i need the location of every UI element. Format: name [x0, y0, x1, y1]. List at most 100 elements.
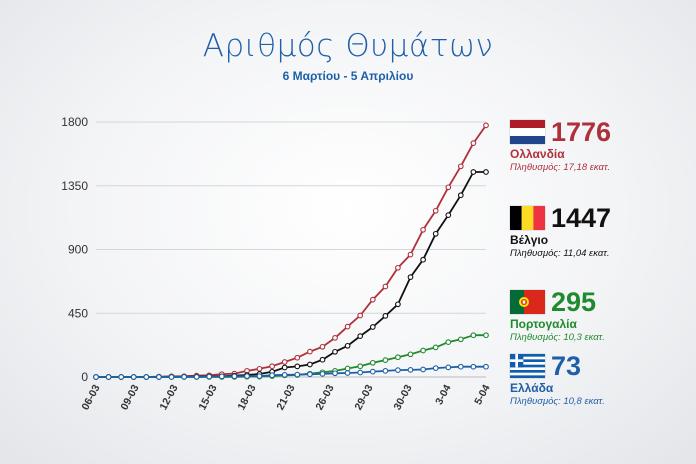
data-point: [206, 373, 213, 380]
data-point: [294, 363, 301, 370]
data-point: [369, 359, 376, 366]
data-point: [483, 363, 489, 370]
data-point: [332, 370, 338, 377]
data-point: [332, 348, 338, 355]
data-point: [294, 371, 301, 378]
data-point: [369, 324, 376, 330]
series-line: [96, 171, 486, 378]
x-tick-label: 18-03: [235, 383, 258, 412]
data-point: [457, 192, 464, 199]
data-point: [470, 363, 477, 370]
y-tick-label: 900: [68, 243, 88, 257]
legend-item-netherlands: 1776 Ολλανδία Πληθυσμός: 17,18 εκατ.: [510, 118, 690, 173]
legend-country: Πορτογαλία: [510, 317, 577, 331]
chart-subtitle: 6 Μαρτίου - 5 Απριλίου: [282, 69, 414, 83]
legend-population: Πληθυσμός: 10,8 εκατ.: [510, 396, 605, 407]
data-point: [445, 212, 452, 218]
data-point: [357, 369, 364, 376]
y-tick-label: 1800: [61, 115, 88, 129]
legend-value: 295: [551, 287, 597, 317]
data-point: [357, 333, 364, 339]
legend-country: Βέλγιο: [510, 233, 549, 247]
x-tick-label: 29-03: [352, 383, 375, 412]
data-point: [420, 226, 426, 233]
data-point: [445, 364, 452, 371]
x-tick-label: 26-03: [313, 383, 336, 412]
data-point: [105, 374, 112, 380]
legend-population: Πληθυσμός: 17,18 εκατ.: [510, 162, 611, 173]
data-point: [470, 140, 477, 146]
data-point: [344, 365, 351, 372]
chart-title: Αριθμός Θυμάτων: [202, 28, 494, 64]
x-tick-label: 3-04: [433, 383, 454, 407]
x-tick-label: 12-03: [157, 383, 180, 412]
data-point: [319, 371, 326, 377]
series-line: [96, 365, 486, 378]
data-point: [445, 184, 452, 191]
data-point: [344, 342, 351, 349]
series-line: [96, 334, 486, 378]
data-point: [457, 336, 464, 343]
data-point: [357, 363, 364, 370]
data-point: [407, 351, 414, 358]
y-tick-label: 1350: [61, 179, 88, 193]
legend-value: 1776: [551, 117, 612, 147]
data-point: [281, 372, 288, 378]
x-tick-label: 09-03: [118, 383, 141, 412]
x-tick-label: 06-03: [79, 383, 102, 412]
data-point: [445, 339, 452, 345]
gr-flag-icon: [510, 354, 545, 378]
x-tick-label: 30-03: [391, 383, 414, 412]
data-point: [344, 370, 351, 376]
data-point: [470, 169, 477, 175]
y-tick-label: 0: [81, 370, 88, 384]
pt-flag-icon: [510, 290, 545, 314]
data-point: [457, 363, 464, 370]
data-point: [483, 122, 489, 129]
data-point: [332, 335, 338, 341]
data-point: [281, 364, 288, 371]
data-point: [483, 169, 489, 175]
legend-item-greece: 73 Ελλάδα Πληθυσμός: 10,8 εκατ.: [510, 352, 690, 407]
data-point: [407, 274, 414, 280]
data-point: [256, 365, 263, 372]
data-point: [319, 343, 326, 350]
data-point: [319, 356, 326, 363]
legend-country: Ολλανδία: [510, 147, 565, 161]
data-point: [294, 354, 301, 361]
data-point: [307, 371, 313, 378]
data-point: [181, 374, 187, 380]
data-point: [130, 374, 137, 380]
data-point: [281, 359, 288, 365]
data-point: [307, 348, 313, 355]
x-tick-label: 15-03: [196, 383, 219, 412]
data-point: [218, 373, 225, 380]
legend-population: Πληθυσμός: 10,3 εκατ.: [510, 332, 605, 343]
legend-country: Ελλάδα: [510, 381, 554, 395]
be-flag-icon: [510, 206, 545, 230]
data-point: [432, 207, 439, 214]
legend-value: 73: [551, 351, 582, 381]
data-point: [382, 357, 389, 363]
data-point: [344, 323, 351, 330]
data-point: [143, 374, 150, 380]
data-point: [395, 264, 401, 271]
data-point: [244, 373, 250, 379]
data-point: [420, 256, 426, 263]
data-point: [269, 363, 275, 370]
data-point: [382, 313, 389, 319]
data-point: [382, 283, 389, 290]
data-point: [432, 230, 439, 237]
legend-value: 1447: [551, 203, 612, 233]
data-point: [193, 374, 200, 380]
data-point: [395, 301, 401, 308]
y-tick-label: 450: [68, 306, 88, 320]
data-point: [156, 374, 162, 380]
data-point: [407, 367, 414, 373]
data-point: [118, 374, 125, 380]
nl-flag-icon: [510, 120, 545, 144]
data-point: [420, 366, 426, 373]
data-point: [395, 354, 401, 361]
data-point: [369, 368, 376, 375]
